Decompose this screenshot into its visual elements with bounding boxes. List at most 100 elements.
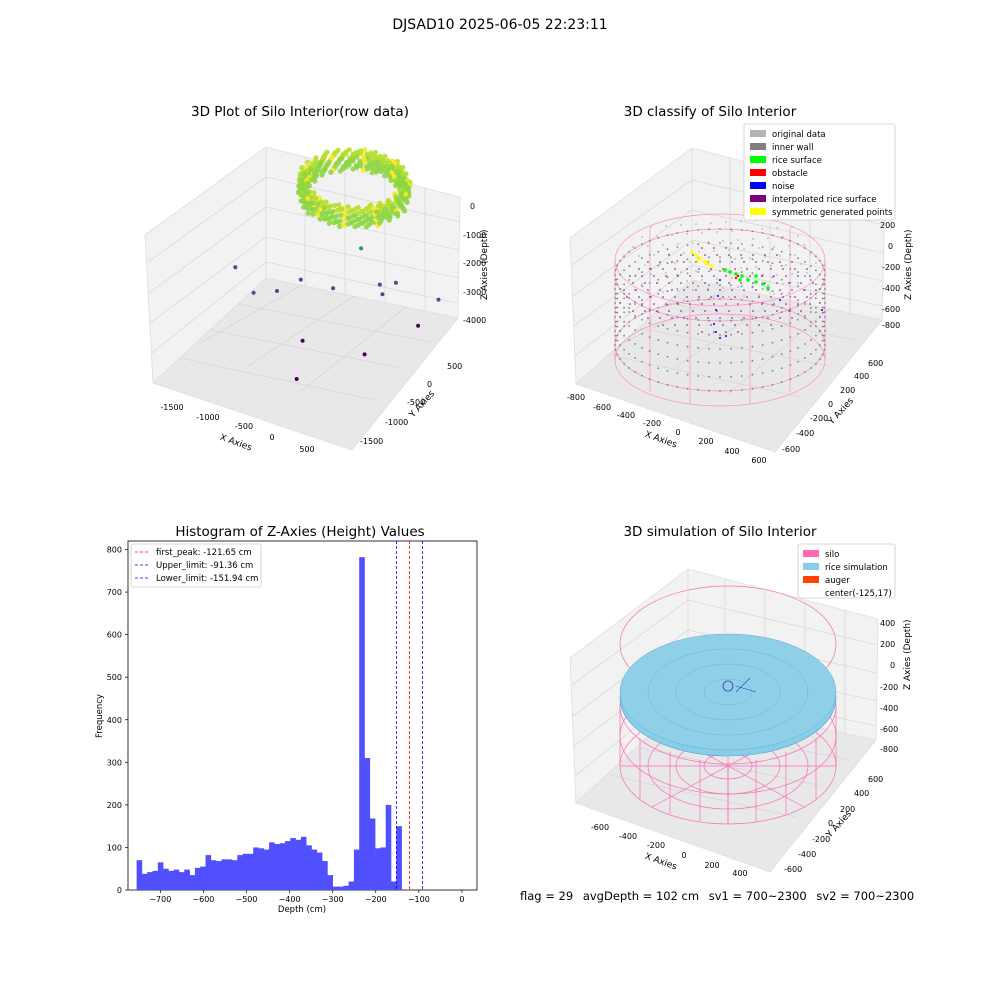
original-data-point	[758, 294, 760, 296]
original-data-point	[803, 244, 805, 246]
y-tick-label: 400	[107, 716, 122, 725]
inner-wall-point	[823, 320, 826, 323]
x-axis-label: Depth (cm)	[278, 905, 326, 915]
interpolated-surface-point	[704, 310, 706, 312]
interpolated-surface-point	[695, 261, 697, 263]
z-tick-label: -600	[882, 305, 900, 314]
inner-wall-point	[697, 375, 700, 377]
original-data-point	[728, 249, 730, 251]
scatter-point	[393, 280, 398, 285]
scatter-point	[294, 377, 299, 381]
inner-wall-point	[780, 236, 783, 239]
inner-wall-point	[719, 242, 721, 244]
inner-wall-point	[821, 325, 824, 328]
interpolated-surface-point	[674, 268, 676, 270]
original-data-point	[773, 246, 775, 248]
original-data-point	[674, 262, 676, 264]
legend-swatch	[803, 576, 819, 583]
z-tick-label: -4000	[463, 316, 486, 325]
auger-marker	[722, 677, 757, 693]
histogram-bar	[391, 881, 397, 890]
original-data-point	[653, 254, 655, 256]
avg-depth-value: avgDepth = 102 cm	[582, 889, 700, 903]
interpolated-surface-point	[785, 303, 787, 305]
legend-swatch	[803, 550, 819, 557]
inner-wall-point	[641, 299, 643, 302]
interpolated-surface-point	[701, 303, 703, 305]
symmetric-generated-point	[704, 261, 708, 265]
scatter-point	[436, 297, 441, 302]
scatter-point	[345, 204, 351, 210]
legend-swatch	[750, 143, 766, 150]
x-tick-label: 0	[675, 428, 680, 437]
z-tick-label: -600	[880, 725, 898, 734]
scatter-point	[396, 200, 402, 206]
scatter-point	[251, 290, 256, 295]
x-axis-label: X Axies	[643, 852, 678, 873]
scatter-point	[387, 212, 393, 218]
legend-swatch	[750, 208, 766, 215]
legend-label: Lower_limit: -151.94 cm	[156, 574, 258, 584]
interpolated-surface-point	[704, 282, 706, 284]
inner-wall-point	[821, 283, 824, 286]
original-data-point	[773, 293, 775, 295]
legend-label: interpolated rice surface	[772, 195, 877, 205]
scatter-point	[341, 222, 347, 228]
histogram-bar	[385, 804, 392, 890]
inner-wall-point	[616, 264, 619, 267]
interpolated-surface-point	[728, 282, 730, 284]
inner-wall-point	[824, 330, 826, 332]
x-tick-label: -500	[235, 422, 253, 431]
histogram-bar	[348, 881, 355, 890]
rice-surface-point	[766, 286, 770, 290]
legend-label: noise	[772, 182, 795, 192]
scatter-point	[300, 204, 307, 210]
interpolated-surface-point	[665, 275, 667, 277]
x-tick-label: −200	[365, 895, 387, 904]
interpolated-surface-point	[671, 261, 673, 263]
inner-wall-point	[708, 361, 710, 364]
scatter-point	[302, 200, 308, 206]
inner-wall-point	[666, 341, 669, 344]
original-data-point	[677, 243, 679, 245]
scatter-point	[339, 206, 345, 212]
scatter-point	[335, 219, 341, 225]
inner-wall-point	[614, 339, 617, 342]
original-data-point	[665, 272, 667, 274]
inner-wall-point	[616, 325, 619, 328]
noise-point	[713, 323, 715, 325]
scatter-point	[315, 201, 321, 207]
inner-wall-point	[648, 309, 651, 312]
scatter-point	[335, 207, 341, 213]
inner-wall-point	[666, 369, 669, 372]
inner-wall-point	[810, 265, 812, 267]
original-data-point	[767, 237, 769, 239]
inner-wall-point	[616, 353, 619, 356]
scatter-point	[372, 162, 378, 168]
inner-wall-point	[730, 319, 732, 322]
interpolated-surface-point	[800, 282, 802, 284]
inner-wall-point	[641, 271, 643, 274]
legend-label: obstacle	[772, 169, 808, 179]
inner-wall-point	[628, 297, 630, 299]
histogram-bar	[322, 861, 328, 890]
inner-wall-point	[708, 298, 710, 301]
interpolated-surface-point	[749, 275, 751, 277]
inner-wall-point	[740, 285, 743, 287]
inner-wall-point	[628, 325, 630, 327]
x-tick-label: -1500	[160, 403, 183, 412]
scatter-point	[338, 212, 344, 218]
histogram-bar	[152, 870, 159, 890]
x-tick-label: 0	[459, 895, 464, 904]
original-data-point	[686, 280, 688, 282]
inner-wall-point	[634, 303, 636, 305]
scatter-point	[359, 246, 364, 251]
interpolated-surface-point	[719, 289, 721, 291]
simulation-3d-plot: 3D simulation of Silo Interior	[569, 524, 913, 878]
interpolated-surface-point	[752, 282, 754, 284]
inner-wall-point	[821, 264, 824, 267]
y-tick-label: 800	[107, 546, 122, 555]
histogram-bar	[237, 855, 243, 890]
inner-wall-point	[648, 378, 651, 381]
legend-label: center(-125,17)	[825, 589, 892, 599]
